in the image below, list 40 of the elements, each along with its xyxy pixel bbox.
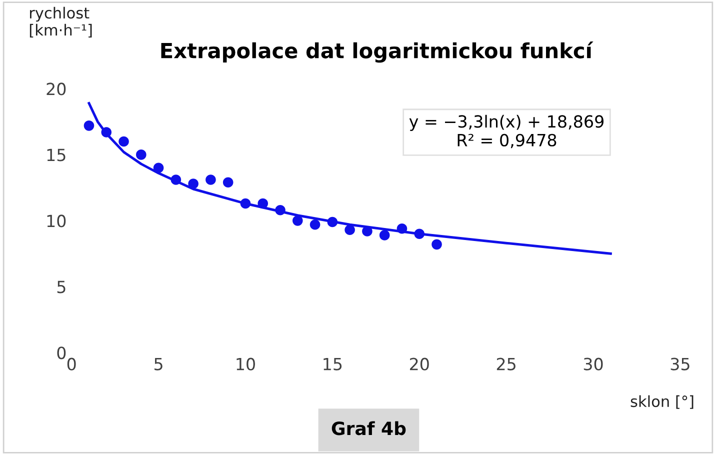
x-tick-label: 30 xyxy=(584,358,603,370)
point xyxy=(240,198,251,209)
point xyxy=(188,178,198,189)
point xyxy=(101,127,112,138)
chart-title: Extrapolace dat logaritmickou funkcí xyxy=(161,42,594,63)
x-tick-label: 35 xyxy=(670,358,690,370)
y-tick-label: 0 xyxy=(57,346,66,360)
annotation: y = −3,3ln(x) + 18,869 R² = 0,9478 xyxy=(409,114,604,148)
x-tick-label: 0 xyxy=(67,358,76,370)
x-tick-label: 25 xyxy=(496,358,516,370)
y-tick-label: 20 xyxy=(46,82,66,96)
point xyxy=(136,150,146,160)
point xyxy=(222,177,234,188)
point xyxy=(310,219,320,230)
x-tick-label: 20 xyxy=(410,358,429,370)
x-axis-title: sklon [°] xyxy=(630,395,694,409)
point xyxy=(153,162,164,174)
point xyxy=(206,174,216,185)
y-tick-label: 15 xyxy=(47,148,66,162)
point xyxy=(275,204,286,216)
y-tick-label: 5 xyxy=(57,280,66,294)
point xyxy=(432,239,442,250)
x-tick-label: 5 xyxy=(154,358,162,370)
line-series xyxy=(88,102,612,255)
point xyxy=(258,198,268,209)
point xyxy=(327,216,338,228)
y-axis-title: rychlost [km·h⁻¹] xyxy=(30,6,92,38)
point xyxy=(396,223,408,234)
point xyxy=(118,136,129,147)
point xyxy=(292,216,303,226)
y-tick-label: 10 xyxy=(47,214,66,228)
text: Graf 4b xyxy=(332,421,406,436)
point xyxy=(414,228,425,240)
x-tick-label: 10 xyxy=(236,358,255,370)
point xyxy=(379,230,390,240)
point xyxy=(362,226,372,236)
point xyxy=(344,224,355,236)
x-tick-label: 15 xyxy=(324,358,342,370)
point xyxy=(84,120,94,131)
point xyxy=(170,174,182,185)
